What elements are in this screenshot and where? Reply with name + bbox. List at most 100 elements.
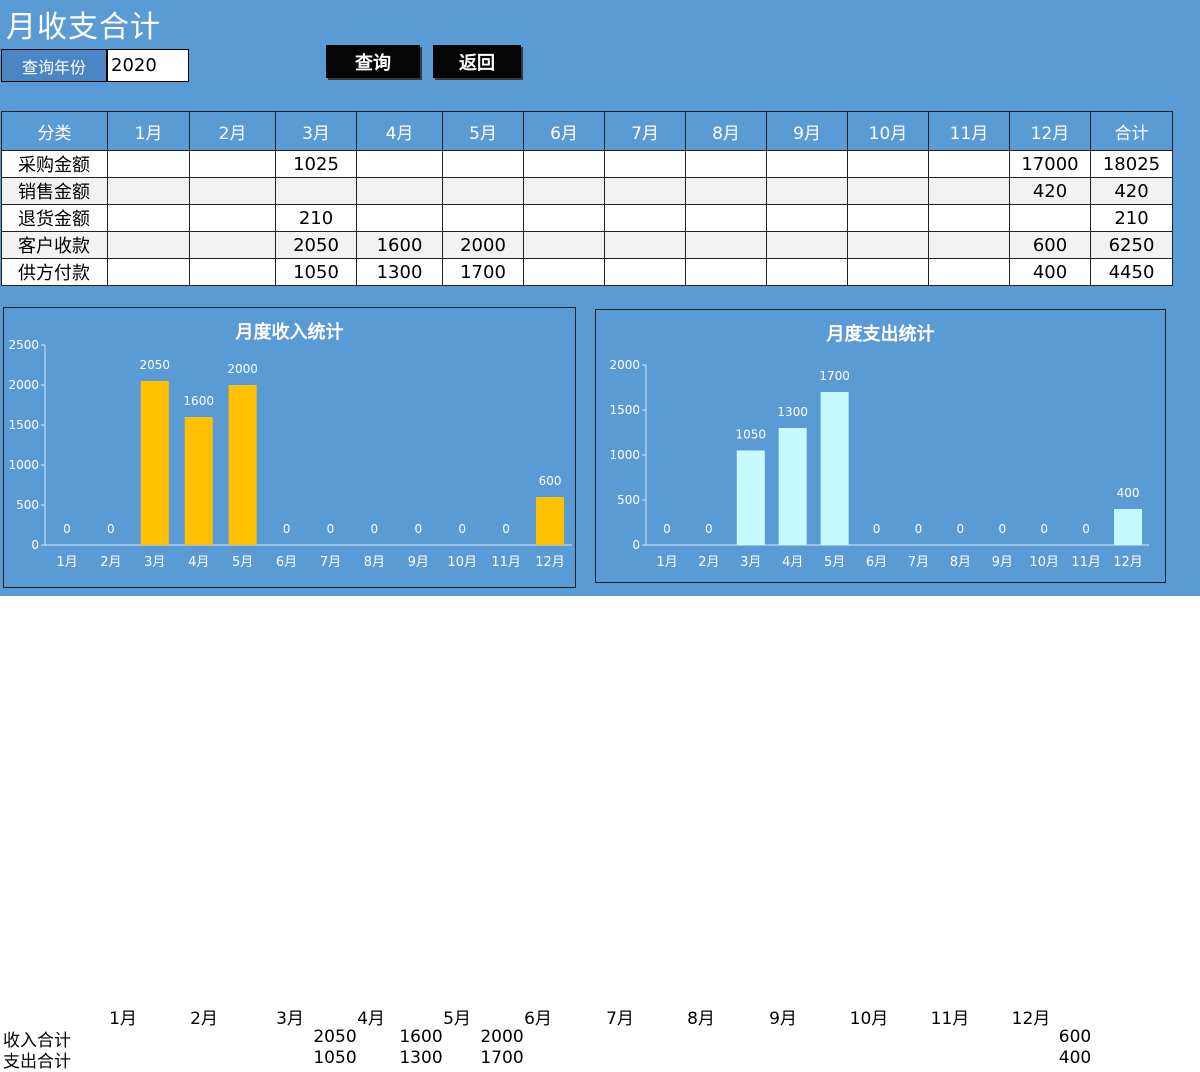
header-col: 11月 [928, 111, 1010, 151]
table-row: 供方付款 1050 1300 1700 400 4450 [1, 258, 1173, 286]
table-cell[interactable] [1009, 204, 1091, 232]
table-cell[interactable] [847, 177, 929, 205]
y-tick-label: 1500 [609, 403, 640, 417]
table-cell[interactable]: 1050 [275, 258, 357, 286]
header-col: 8月 [685, 111, 767, 151]
table-cell[interactable] [928, 150, 1010, 178]
table-cell[interactable] [685, 204, 767, 232]
table-cell[interactable]: 2050 [275, 231, 357, 259]
bar [536, 497, 565, 545]
y-tick-label: 1000 [609, 448, 640, 462]
header-col: 10月 [847, 111, 929, 151]
x-tick-label: 11月 [491, 555, 521, 570]
table-cell[interactable] [766, 231, 848, 259]
table-cell[interactable] [928, 204, 1010, 232]
table-cell[interactable] [442, 177, 524, 205]
summary-month: 8月 [687, 1009, 715, 1029]
table-cell[interactable] [604, 150, 686, 178]
y-tick-label: 1500 [8, 418, 39, 432]
x-tick-label: 5月 [232, 555, 253, 570]
row-label: 采购金额 [1, 150, 108, 178]
chart-svg: 0 500 1000 1500 2000 0 1月 0 2月 1050 3月 1300 4月 1700 5月… [609, 358, 1149, 570]
table-cell[interactable] [604, 204, 686, 232]
table-cell[interactable]: 2000 [442, 231, 524, 259]
back-button[interactable]: 返回 [433, 45, 521, 78]
table-cell[interactable] [685, 150, 767, 178]
expense-total-label: 支出合计 [3, 1052, 71, 1072]
table-cell[interactable] [523, 258, 605, 286]
row-label: 销售金额 [1, 177, 108, 205]
table-cell[interactable]: 18025 [1090, 150, 1173, 178]
table-cell[interactable]: 210 [275, 204, 357, 232]
table-cell[interactable]: 420 [1009, 177, 1091, 205]
table-cell[interactable]: 210 [1090, 204, 1173, 232]
table-cell[interactable] [847, 231, 929, 259]
table-cell[interactable] [847, 258, 929, 286]
table-cell[interactable] [604, 231, 686, 259]
header-category: 分类 [1, 111, 108, 151]
data-label: 0 [998, 522, 1006, 536]
table-cell[interactable] [442, 150, 524, 178]
data-label: 1700 [819, 369, 850, 383]
table-cell[interactable] [766, 150, 848, 178]
query-button[interactable]: 查询 [326, 45, 420, 78]
header-col: 4月 [356, 111, 443, 151]
table-cell[interactable] [189, 231, 276, 259]
table-cell[interactable] [523, 204, 605, 232]
table-cell[interactable] [685, 177, 767, 205]
table-cell[interactable] [766, 204, 848, 232]
table-cell[interactable]: 420 [1090, 177, 1173, 205]
expense-total-value: 400 [1058, 1048, 1092, 1068]
table-cell[interactable] [766, 258, 848, 286]
table-cell[interactable]: 600 [1009, 231, 1091, 259]
table-cell[interactable] [847, 204, 929, 232]
expense-total-value: 1050 [313, 1048, 357, 1068]
table-cell[interactable]: 400 [1009, 258, 1091, 286]
x-tick-label: 12月 [535, 555, 565, 570]
table-cell[interactable] [189, 258, 276, 286]
row-label: 供方付款 [1, 258, 108, 286]
table-cell[interactable] [189, 204, 276, 232]
table-cell[interactable] [107, 231, 190, 259]
table-cell[interactable] [107, 204, 190, 232]
x-tick-label: 4月 [782, 555, 803, 570]
table-cell[interactable] [356, 177, 443, 205]
expense-chart-title: 月度支出统计 [826, 324, 935, 345]
summary-month: 12月 [1011, 1009, 1051, 1029]
table-cell[interactable] [928, 177, 1010, 205]
table-cell[interactable]: 17000 [1009, 150, 1091, 178]
table-cell[interactable]: 1600 [356, 231, 443, 259]
data-label: 0 [1040, 522, 1048, 536]
x-tick-label: 6月 [866, 555, 887, 570]
query-year-input[interactable] [107, 49, 189, 82]
row-label: 退货金额 [1, 204, 108, 232]
table-cell[interactable]: 1025 [275, 150, 357, 178]
table-cell[interactable] [604, 177, 686, 205]
table-cell[interactable] [442, 204, 524, 232]
table-cell[interactable] [847, 150, 929, 178]
table-cell[interactable] [604, 258, 686, 286]
table-cell[interactable] [523, 150, 605, 178]
table-cell[interactable] [685, 258, 767, 286]
table-cell[interactable]: 4450 [1090, 258, 1173, 286]
table-cell[interactable] [107, 258, 190, 286]
table-cell[interactable]: 1300 [356, 258, 443, 286]
table-cell[interactable] [189, 150, 276, 178]
table-cell[interactable] [356, 150, 443, 178]
table-cell[interactable] [356, 204, 443, 232]
table-cell[interactable] [523, 231, 605, 259]
table-cell[interactable] [928, 258, 1010, 286]
table-cell[interactable] [766, 177, 848, 205]
table-cell[interactable] [685, 231, 767, 259]
table-cell[interactable] [928, 231, 1010, 259]
table-cell[interactable]: 6250 [1090, 231, 1173, 259]
bar [736, 450, 765, 545]
data-label: 0 [458, 522, 466, 536]
table-cell[interactable]: 1700 [442, 258, 524, 286]
table-cell[interactable] [275, 177, 357, 205]
table-cell[interactable] [523, 177, 605, 205]
table-cell[interactable] [107, 177, 190, 205]
header-col: 2月 [189, 111, 276, 151]
table-cell[interactable] [107, 150, 190, 178]
table-cell[interactable] [189, 177, 276, 205]
